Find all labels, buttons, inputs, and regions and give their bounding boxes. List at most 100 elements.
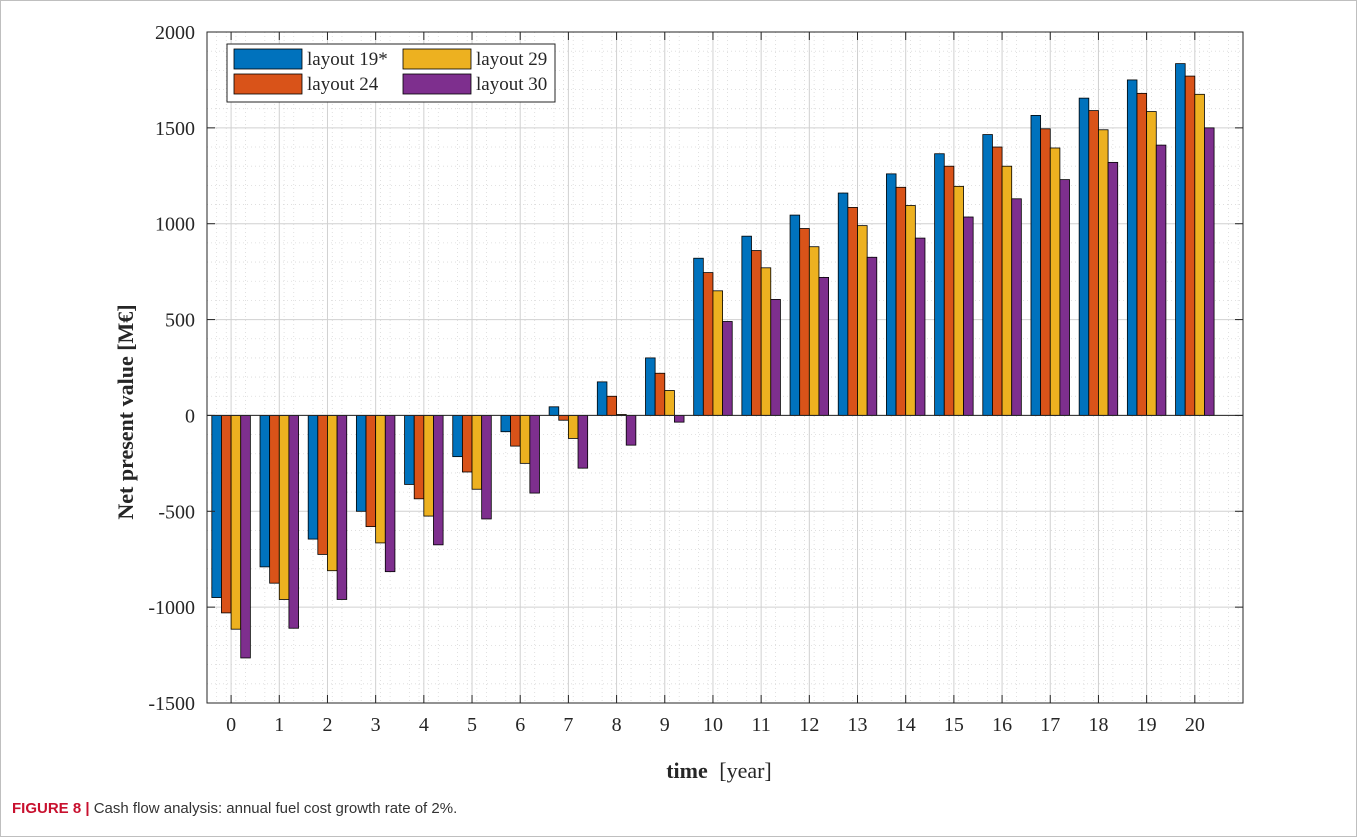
x-tick-label: 11: [752, 714, 771, 736]
x-tick-label: 20: [1185, 714, 1205, 736]
bar-layout-30-12: [818, 276, 829, 416]
bar-layout-19--5: [452, 415, 463, 458]
y-tick-label: -500: [158, 501, 195, 523]
bar-layout-30-7: [577, 415, 589, 469]
bar-layout-24-8: [606, 395, 617, 416]
grid-layer: [207, 31, 1243, 704]
bar-layout-29-11: [760, 267, 772, 416]
bar-layout-29-2: [327, 415, 338, 572]
bar-layout-29-3: [375, 415, 386, 544]
y-tick-label: 0: [185, 405, 195, 427]
bar-layout-30-19: [1155, 144, 1167, 416]
bar-layout-29-7: [567, 415, 579, 439]
x-tick-label: 12: [799, 714, 819, 736]
legend: layout 19* layout 24 layout 29 layout 30: [226, 43, 556, 103]
legend-label: layout 24: [307, 74, 379, 95]
bar-layout-29-12: [808, 246, 820, 416]
bar-layout-19--17: [1030, 114, 1042, 416]
x-axis-label-unit: [year]: [719, 758, 772, 783]
bar-layout-30-2: [336, 415, 348, 600]
bar-layout-30-0: [240, 415, 251, 659]
x-tick-label: 18: [1088, 714, 1108, 736]
legend-swatch: [402, 48, 472, 70]
bar-layout-24-11: [751, 250, 762, 416]
bar-layout-29-20: [1194, 93, 1205, 416]
bar-layout-19--2: [307, 415, 319, 540]
bar-layout-24-18: [1088, 110, 1099, 416]
bar-layout-30-10: [722, 321, 733, 416]
bar-layout-19--13: [837, 192, 849, 416]
bar-layout-30-5: [481, 415, 492, 520]
y-tick-label: 500: [165, 310, 195, 332]
bar-layout-19--14: [886, 173, 897, 416]
bar-layout-19--4: [404, 415, 415, 485]
bar-layout-30-3: [384, 415, 396, 573]
bar-layout-19--1: [259, 415, 271, 568]
bar-layout-19--6: [500, 415, 511, 433]
bar-layout-24-12: [799, 228, 810, 416]
bar-layout-24-16: [992, 146, 1003, 416]
x-tick-label: 9: [660, 714, 670, 736]
bar-layout-19--18: [1078, 97, 1090, 416]
bar-layout-30-20: [1204, 127, 1215, 416]
legend-swatch: [233, 73, 303, 95]
bar-layout-30-4: [433, 415, 444, 546]
bar-layout-19--10: [693, 257, 704, 416]
bar-layout-19--3: [355, 415, 367, 512]
x-axis-label-bold: time: [666, 758, 708, 783]
bar-layout-30-14: [914, 237, 926, 416]
bar-layout-19--9: [645, 357, 656, 416]
y-tick-label: 2000: [155, 22, 195, 44]
x-axis-label: time [year]: [666, 758, 772, 783]
bar-layout-24-2: [317, 415, 328, 555]
x-tick-label: 1: [274, 714, 284, 736]
bar-layout-24-0: [221, 415, 232, 614]
x-tick-label: 13: [848, 714, 868, 736]
bar-layout-29-10: [712, 290, 723, 416]
x-tick-label: 14: [896, 714, 916, 736]
bar-layout-24-9: [654, 372, 666, 416]
bar-layout-19--15: [934, 153, 945, 416]
bar-layout-19--12: [789, 214, 801, 416]
figure-label: FIGURE 8 |: [12, 800, 90, 817]
bar-layout-29-9: [664, 390, 675, 416]
bar-layout-29-0: [230, 415, 242, 630]
bar-layout-19--19: [1126, 79, 1138, 416]
legend-label: layout 19*: [307, 49, 388, 70]
bar-layout-19--8: [596, 381, 608, 416]
x-tick-label: 2: [322, 714, 332, 736]
bar-layout-29-5: [471, 415, 483, 490]
bar-layout-24-14: [895, 186, 907, 416]
bar-layout-30-6: [529, 415, 540, 494]
legend-label: layout 30: [476, 74, 547, 95]
bar-layout-24-17: [1040, 128, 1051, 416]
bar-layout-29-15: [953, 185, 964, 416]
bar-layout-24-1: [269, 415, 280, 584]
bar-layout-24-6: [510, 415, 521, 447]
figure-caption-text: Cash flow analysis: annual fuel cost gro…: [93, 800, 458, 817]
bar-layout-29-16: [1001, 165, 1013, 416]
legend-swatch: [233, 48, 303, 70]
bar-layout-24-15: [943, 165, 955, 416]
bar-layout-24-20: [1184, 75, 1196, 416]
bar-layout-29-18: [1098, 129, 1109, 416]
x-tick-label: 3: [371, 714, 381, 736]
bar-layout-29-1: [278, 415, 290, 600]
bar-layout-30-18: [1107, 161, 1119, 416]
bar-layout-29-6: [519, 415, 531, 464]
bar-layout-29-4: [423, 415, 434, 517]
bar-layout-19--16: [982, 134, 993, 416]
y-axis-label: Net present value [M€]: [113, 304, 138, 519]
bar-layout-24-5: [461, 415, 473, 473]
y-tick-label: 1500: [155, 118, 195, 140]
legend-label: layout 29: [476, 49, 547, 70]
bar-layout-19--11: [741, 235, 752, 416]
x-tick-label: 4: [419, 714, 429, 736]
bar-layout-30-8: [625, 415, 637, 446]
x-tick-label: 8: [612, 714, 622, 736]
bar-layout-24-19: [1136, 92, 1148, 416]
bar-layout-19--7: [548, 406, 560, 416]
bar-layout-24-10: [702, 272, 714, 416]
